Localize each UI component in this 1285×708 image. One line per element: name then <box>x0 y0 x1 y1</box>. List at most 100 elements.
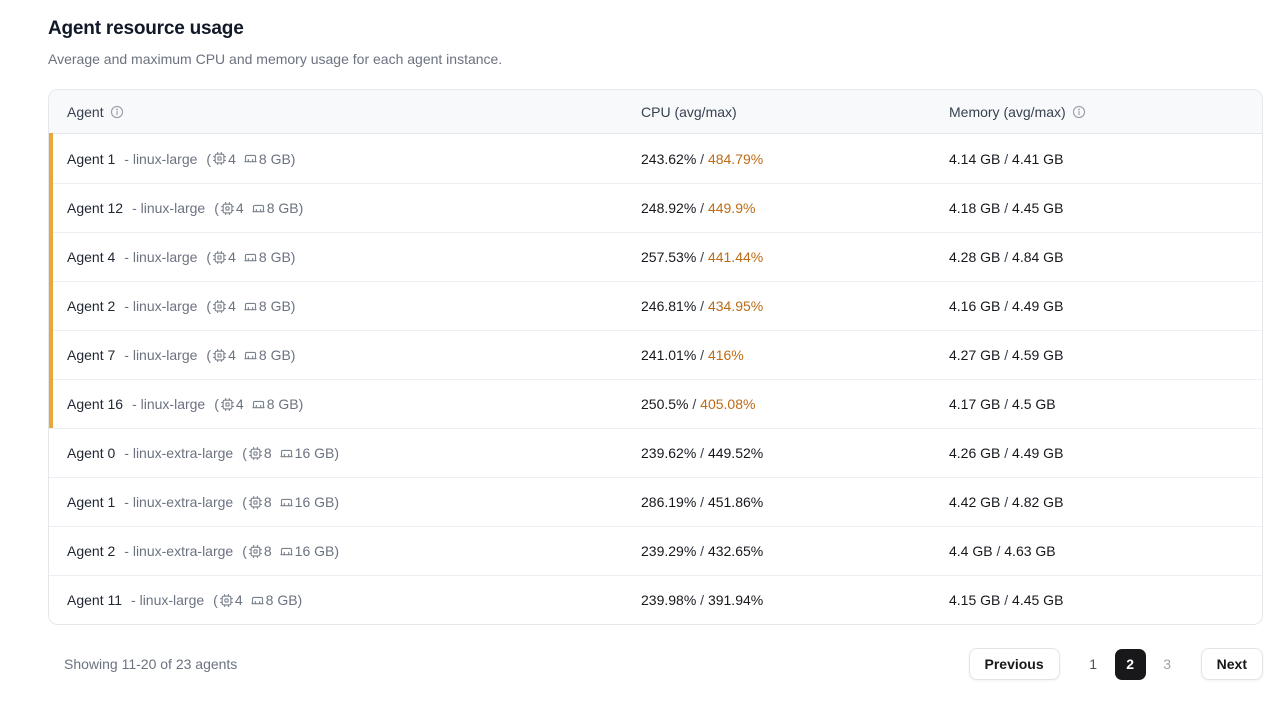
agent-cell: Agent 16 - linux-large (4 8 GB) <box>49 396 641 412</box>
table-row[interactable]: Agent 0 - linux-extra-large (8 16 GB) 239… <box>49 428 1262 477</box>
cpu-chip-icon <box>213 348 227 362</box>
agent-spec: (4 8 GB) <box>214 396 304 412</box>
cpu-chip-icon <box>248 495 262 509</box>
agent-name: Agent 7 <box>67 347 116 363</box>
table-row[interactable]: Agent 4 - linux-large (4 8 GB) 257.53% / … <box>49 232 1262 281</box>
memory-usage-cell: 4.26 GB / 4.49 GB <box>949 445 1262 461</box>
memory-avg-value: 4.4 GB <box>949 543 993 559</box>
pagination-summary: Showing 11-20 of 23 agents <box>64 656 238 672</box>
memory-icon <box>279 449 293 457</box>
memory-max-value: 4.5 GB <box>1012 396 1056 412</box>
page-title: Agent resource usage <box>48 18 244 39</box>
table-row[interactable]: Agent 11 - linux-large (4 8 GB) 239.98% /… <box>49 575 1262 624</box>
memory-max-value: 4.59 GB <box>1012 347 1064 363</box>
memory-max-value: 4.82 GB <box>1012 494 1064 510</box>
value-separator: / <box>696 445 708 461</box>
cpu-avg-value: 239.98% <box>641 592 697 608</box>
page-3-button[interactable]: 3 <box>1152 649 1183 680</box>
cpu-chip-icon <box>220 397 234 411</box>
agent-size: - linux-large <box>124 347 198 363</box>
agent-spec: (4 8 GB) <box>214 200 304 216</box>
agent-cell: Agent 4 - linux-large (4 8 GB) <box>49 249 641 265</box>
memory-avg-value: 4.16 GB <box>949 298 1001 314</box>
agent-size: - linux-large <box>132 200 206 216</box>
agent-cell: Agent 2 - linux-extra-large (8 16 GB) <box>49 543 641 559</box>
cpu-avg-value: 248.92% <box>641 200 697 216</box>
agent-spec: (8 16 GB) <box>242 445 340 461</box>
cpu-max-value: 449.52% <box>707 445 764 461</box>
cpu-usage-cell: 239.62% / 449.52% <box>641 445 949 461</box>
previous-button[interactable]: Previous <box>968 648 1060 680</box>
cpu-max-value: 432.65% <box>707 543 764 559</box>
agent-name: Agent 12 <box>67 200 124 216</box>
cpu-avg-value: 286.19% <box>641 494 697 510</box>
memory-icon <box>244 253 257 261</box>
table-row[interactable]: Agent 1 - linux-large (4 8 GB) 243.62% / … <box>49 133 1262 183</box>
cpu-chip-icon <box>248 446 262 460</box>
column-header-agent-label: Agent <box>67 103 104 120</box>
cpu-max-value: 484.79% <box>707 150 764 167</box>
cpu-max-value: 434.95% <box>707 298 764 314</box>
value-separator: / <box>696 200 708 216</box>
memory-icon <box>252 400 265 408</box>
info-icon[interactable] <box>110 105 124 119</box>
agent-cell: Agent 7 - linux-large (4 8 GB) <box>49 347 641 363</box>
page-1-button[interactable]: 1 <box>1078 649 1109 680</box>
memory-max-value: 4.49 GB <box>1012 298 1064 314</box>
memory-icon <box>250 596 264 604</box>
table-row[interactable]: Agent 2 - linux-extra-large (8 16 GB) 239… <box>49 526 1262 575</box>
cpu-usage-cell: 250.5% / 405.08% <box>641 396 949 412</box>
memory-icon <box>244 154 257 163</box>
agent-spec: (4 8 GB) <box>206 298 296 314</box>
agent-name: Agent 11 <box>67 592 123 608</box>
agent-size: - linux-extra-large <box>124 543 234 559</box>
value-separator: / <box>696 298 708 314</box>
table-row[interactable]: Agent 2 - linux-large (4 8 GB) 246.81% / … <box>49 281 1262 330</box>
agent-size: - linux-large <box>124 249 198 265</box>
value-separator: / <box>1000 200 1013 216</box>
cpu-avg-value: 241.01% <box>641 347 697 363</box>
cpu-usage-cell: 257.53% / 441.44% <box>641 249 949 265</box>
page-2-button[interactable]: 2 <box>1114 648 1146 680</box>
next-button[interactable]: Next <box>1200 648 1263 680</box>
memory-usage-cell: 4.28 GB / 4.84 GB <box>949 249 1262 265</box>
agent-spec: (4 8 GB) <box>206 150 296 167</box>
cpu-usage-cell: 286.19% / 451.86% <box>641 494 949 510</box>
column-header-cpu: CPU (avg/max) <box>641 104 949 120</box>
memory-avg-value: 4.26 GB <box>949 445 1001 461</box>
agent-spec: (8 16 GB) <box>242 494 340 510</box>
cpu-usage-cell: 239.98% / 391.94% <box>641 592 949 608</box>
memory-avg-value: 4.15 GB <box>949 592 1001 608</box>
cpu-usage-cell: 248.92% / 449.9% <box>641 200 949 216</box>
value-separator: / <box>696 150 708 167</box>
cpu-avg-value: 239.29% <box>641 543 697 559</box>
table-row[interactable]: Agent 1 - linux-extra-large (8 16 GB) 286… <box>49 477 1262 526</box>
agent-cell: Agent 1 - linux-extra-large (8 16 GB) <box>49 494 641 510</box>
cpu-avg-value: 250.5% <box>641 396 689 412</box>
value-separator: / <box>696 249 708 265</box>
value-separator: / <box>696 592 708 608</box>
table-row[interactable]: Agent 12 - linux-large (4 8 GB) 248.92% /… <box>49 183 1262 232</box>
cpu-chip-icon <box>220 201 234 215</box>
cpu-max-value: 391.94% <box>707 592 764 608</box>
table-row[interactable]: Agent 16 - linux-large (4 8 GB) 250.5% / … <box>49 379 1262 428</box>
agent-size: - linux-extra-large <box>124 494 234 510</box>
table-row[interactable]: Agent 7 - linux-large (4 8 GB) 241.01% / … <box>49 330 1262 379</box>
agent-size: - linux-large <box>131 592 205 608</box>
agent-name: Agent 4 <box>67 249 116 265</box>
memory-max-value: 4.41 GB <box>1012 150 1064 167</box>
cpu-avg-value: 243.62% <box>641 150 697 167</box>
agent-name: Agent 2 <box>67 543 116 559</box>
value-separator: / <box>992 543 1005 559</box>
memory-max-value: 4.45 GB <box>1012 200 1064 216</box>
memory-avg-value: 4.14 GB <box>949 150 1001 167</box>
memory-avg-value: 4.42 GB <box>949 494 1001 510</box>
cpu-chip-icon <box>213 152 227 165</box>
column-header-memory-label: Memory (avg/max) <box>949 103 1066 120</box>
info-icon[interactable] <box>1072 105 1086 119</box>
agent-spec: (4 8 GB) <box>206 249 296 265</box>
value-separator: / <box>1000 249 1013 265</box>
